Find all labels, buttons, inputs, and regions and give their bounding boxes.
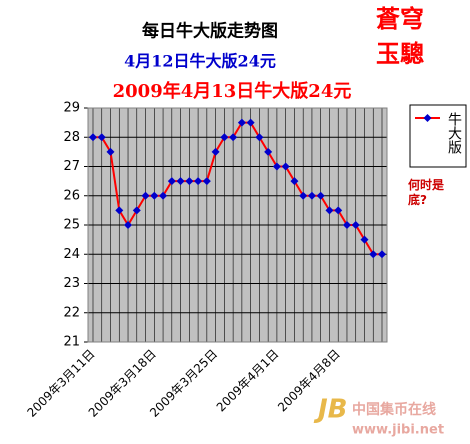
marker bbox=[185, 177, 194, 186]
annotation: 何时是底? bbox=[408, 178, 445, 207]
legend-marker bbox=[423, 114, 432, 122]
logo-text: 玉驄 bbox=[376, 40, 424, 68]
watermark-icon: JB bbox=[313, 395, 348, 425]
marker bbox=[89, 133, 97, 142]
marker bbox=[272, 162, 281, 171]
y-tick-label: 21 bbox=[63, 335, 80, 350]
marker bbox=[255, 133, 264, 142]
marker bbox=[194, 177, 203, 186]
marker bbox=[369, 250, 378, 259]
marker bbox=[229, 133, 238, 142]
watermark-logo: JB bbox=[313, 395, 348, 425]
subtitle: 2009年4月13日牛大版24元 bbox=[113, 80, 352, 102]
marker bbox=[351, 221, 360, 229]
watermark: 中国集币在线 bbox=[352, 401, 436, 418]
y-tick-label: 25 bbox=[63, 218, 80, 233]
marker bbox=[378, 250, 386, 259]
y-tick-label: 27 bbox=[63, 159, 80, 174]
watermark: www.jibi.net bbox=[352, 423, 444, 438]
marker bbox=[150, 191, 159, 200]
marker bbox=[220, 133, 229, 142]
series-line bbox=[93, 121, 382, 256]
marker bbox=[176, 177, 185, 186]
marker bbox=[299, 191, 308, 200]
marker bbox=[132, 206, 141, 215]
marker bbox=[290, 177, 299, 186]
x-tick-label: 2009年3月25日 bbox=[147, 347, 220, 420]
marker bbox=[202, 177, 211, 186]
marker bbox=[211, 147, 220, 156]
plot-border bbox=[87, 107, 388, 343]
marker bbox=[307, 191, 316, 200]
marker bbox=[97, 133, 106, 142]
marker bbox=[124, 221, 133, 229]
marker bbox=[334, 206, 343, 215]
marker bbox=[264, 147, 273, 156]
logo-text: 蒼穹 bbox=[376, 5, 424, 33]
y-tick-label: 24 bbox=[63, 247, 80, 262]
y-tick-label: 28 bbox=[63, 130, 80, 145]
legend-box bbox=[409, 104, 467, 168]
y-tick-label: 23 bbox=[63, 276, 80, 291]
marker bbox=[237, 118, 246, 127]
marker bbox=[159, 191, 168, 200]
marker bbox=[325, 206, 334, 215]
chart-title: 每日牛大版走势图 bbox=[142, 21, 278, 42]
marker bbox=[141, 191, 150, 200]
marker bbox=[106, 147, 115, 156]
y-tick-label: 26 bbox=[63, 188, 80, 203]
marker bbox=[281, 162, 290, 171]
marker bbox=[342, 221, 351, 229]
y-tick-label: 22 bbox=[63, 305, 80, 320]
legend-label: 牛大版 bbox=[446, 112, 462, 155]
marker bbox=[360, 235, 369, 244]
marker bbox=[316, 191, 325, 200]
marker bbox=[246, 118, 255, 127]
marker bbox=[115, 206, 124, 215]
marker bbox=[167, 177, 176, 186]
subtitle: 4月12日牛大版24元 bbox=[124, 52, 276, 71]
x-tick-label: 2009年4月1日 bbox=[214, 347, 282, 415]
y-tick-label: 29 bbox=[63, 101, 80, 116]
